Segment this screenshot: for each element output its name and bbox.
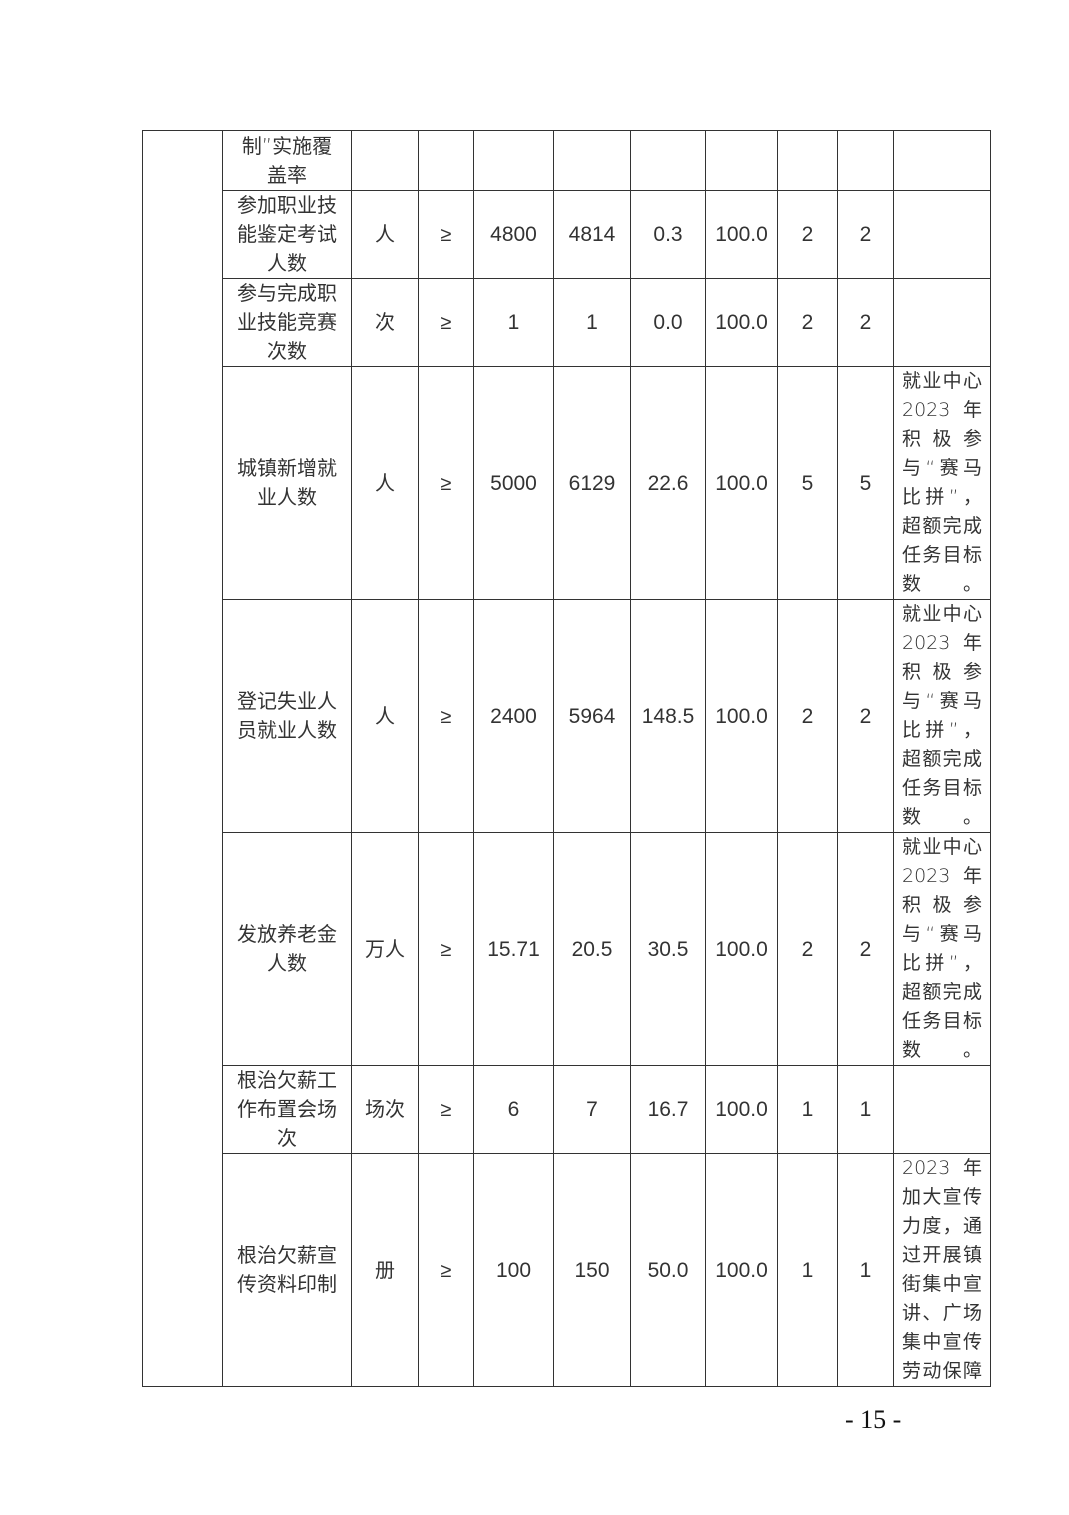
table-row: 参与完成职业技能竞赛次数次 ≥1 1 0.0 100.0 2 2	[143, 278, 991, 367]
op-cell: ≥	[418, 1065, 474, 1154]
unit-cell: 人	[351, 366, 419, 600]
indicator-cell: 参与完成职业技能竞赛次数	[222, 278, 352, 367]
op-cell: ≥	[418, 1153, 474, 1387]
weight-cell: 2	[777, 190, 838, 279]
unit-cell: 次	[351, 278, 419, 367]
target-cell: 4800	[473, 190, 554, 279]
op-cell	[418, 130, 474, 191]
indicator-cell: 参加职业技能鉴定考试人数	[222, 190, 352, 279]
deviation-cell: 16.7	[630, 1065, 706, 1154]
actual-cell: 20.5	[553, 832, 631, 1066]
op-cell: ≥	[418, 366, 474, 600]
actual-cell: 4814	[553, 190, 631, 279]
actual-cell: 150	[553, 1153, 631, 1387]
unit-cell: 人	[351, 599, 419, 833]
score-cell	[837, 130, 894, 191]
rate-cell: 100.0	[705, 278, 778, 367]
score-cell: 1	[837, 1065, 894, 1154]
table-row: 发放养老金人数 万人 ≥15.71 20.5 30.5 100.0 2 2 就业中心2023 年…	[143, 832, 991, 1066]
weight-cell: 1	[777, 1153, 838, 1387]
deviation-cell: 22.6	[630, 366, 706, 600]
weight-cell: 2	[777, 832, 838, 1066]
deviation-cell: 0.0	[630, 278, 706, 367]
remark-cell	[893, 190, 991, 279]
weight-cell: 1	[777, 1065, 838, 1154]
actual-cell: 7	[553, 1065, 631, 1154]
actual-cell	[553, 130, 631, 191]
score-cell: 2	[837, 599, 894, 833]
page-number: - 15 -	[845, 1405, 902, 1434]
deviation-cell: 0.3	[630, 190, 706, 279]
target-cell	[473, 130, 554, 191]
table-row: 根治欠薪工作布置会场次 场次 ≥6 7 16.7 100.0 1 1	[143, 1065, 991, 1154]
deviation-cell	[630, 130, 706, 191]
remark-cell: 2023 年加大宣传力度，通过开展镇街集中宣讲、广场集中宣传劳动保障	[893, 1153, 991, 1387]
weight-cell: 2	[777, 278, 838, 367]
table-row: 城镇新增就业人数人 ≥5000 6129 22.6 100.0 5 5 就业中心2023 年积…	[143, 366, 991, 600]
actual-cell: 1	[553, 278, 631, 367]
score-cell: 2	[837, 190, 894, 279]
op-cell: ≥	[418, 832, 474, 1066]
remark-cell	[893, 278, 991, 367]
actual-cell: 5964	[553, 599, 631, 833]
indicator-cell: 根治欠薪宣传资料印制	[222, 1153, 352, 1387]
performance-indicator-table: 制”实施覆盖率 参加职业技能鉴定考试人数人 ≥4800 4814 0.3 100.0 2 2 参…	[142, 130, 991, 1387]
table-row: 登记失业人员就业人数人 ≥2400 5964 148.5 100.0 2 2 就业中心2023…	[143, 599, 991, 833]
remark-cell: 就业中心2023 年积极参与“赛马比拼”，超额完成任务目标数。	[893, 832, 991, 1066]
target-cell: 15.71	[473, 832, 554, 1066]
weight-cell: 2	[777, 599, 838, 833]
indicator-cell: 根治欠薪工作布置会场次	[222, 1065, 352, 1154]
unit-cell: 人	[351, 190, 419, 279]
op-cell: ≥	[418, 278, 474, 367]
unit-cell: 册	[351, 1153, 419, 1387]
remark-cell: 就业中心2023 年积极参与“赛马比拼”，超额完成任务目标数。	[893, 599, 991, 833]
deviation-cell: 30.5	[630, 832, 706, 1066]
rate-cell: 100.0	[705, 599, 778, 833]
score-cell: 2	[837, 278, 894, 367]
target-cell: 100	[473, 1153, 554, 1387]
table-row: 制”实施覆盖率	[142, 130, 991, 1387]
target-cell: 6	[473, 1065, 554, 1154]
remark-cell	[893, 1065, 991, 1154]
deviation-cell: 50.0	[630, 1153, 706, 1387]
op-cell: ≥	[418, 190, 474, 279]
unit-cell	[351, 130, 419, 191]
score-cell: 5	[837, 366, 894, 600]
category-cell	[142, 130, 223, 1387]
weight-cell: 5	[777, 366, 838, 600]
target-cell: 1	[473, 278, 554, 367]
actual-cell: 6129	[553, 366, 631, 600]
target-cell: 2400	[473, 599, 554, 833]
weight-cell	[777, 130, 838, 191]
indicator-cell: 登记失业人员就业人数	[222, 599, 352, 833]
rate-cell: 100.0	[705, 366, 778, 600]
indicator-cell: 发放养老金人数	[222, 832, 352, 1066]
rate-cell: 100.0	[705, 832, 778, 1066]
op-cell: ≥	[418, 599, 474, 833]
rate-cell: 100.0	[705, 1153, 778, 1387]
unit-cell: 场次	[351, 1065, 419, 1154]
remark-cell: 就业中心2023 年积极参与“赛马比拼”，超额完成任务目标数。	[893, 366, 991, 600]
table-row: 参加职业技能鉴定考试人数人 ≥4800 4814 0.3 100.0 2 2	[143, 190, 991, 279]
indicator-cell: 城镇新增就业人数	[222, 366, 352, 600]
score-cell: 2	[837, 832, 894, 1066]
indicator-cell: 制”实施覆盖率	[222, 130, 352, 191]
unit-cell: 万人	[351, 832, 419, 1066]
deviation-cell: 148.5	[630, 599, 706, 833]
rate-cell	[705, 130, 778, 191]
rate-cell: 100.0	[705, 1065, 778, 1154]
rate-cell: 100.0	[705, 190, 778, 279]
remark-cell	[893, 130, 991, 191]
target-cell: 5000	[473, 366, 554, 600]
score-cell: 1	[837, 1153, 894, 1387]
table-row: 根治欠薪宣传资料印制册 ≥100 150 50.0 100.0 1 1 2023 年加大宣传力…	[143, 1153, 991, 1387]
